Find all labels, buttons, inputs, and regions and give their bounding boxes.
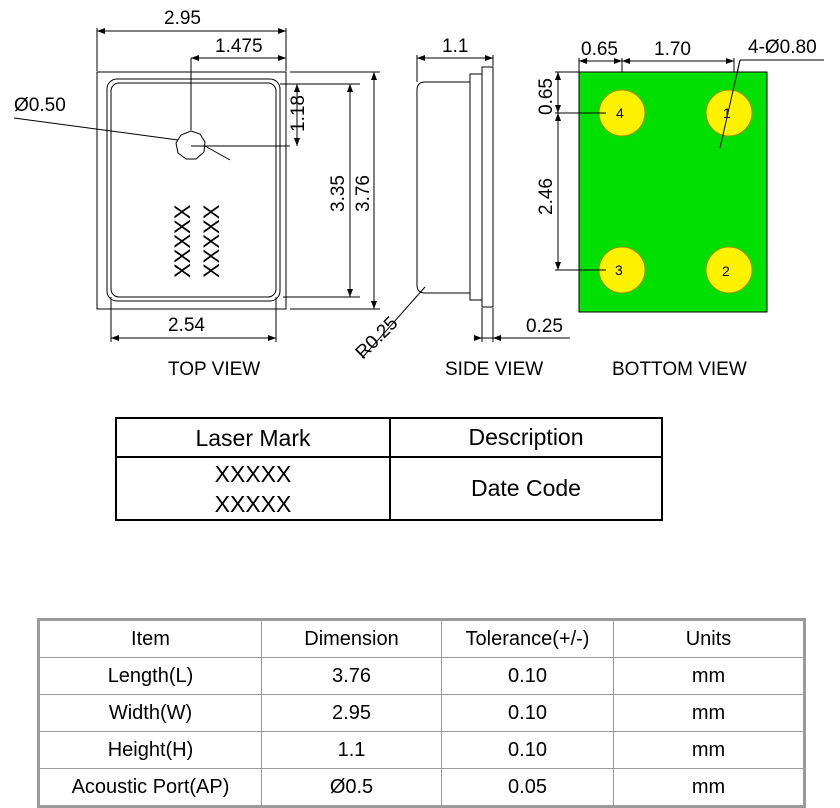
- laser-mark-cell: XXXXX XXXXX: [115, 456, 391, 521]
- dim-pad-offset: 0.65: [581, 39, 618, 60]
- spec-cell: mm: [613, 657, 806, 695]
- side-view-label: SIDE VIEW: [445, 359, 543, 380]
- pad-1-label: 1: [723, 105, 731, 121]
- dim-pad-pitch-x: 1.70: [654, 39, 691, 60]
- description-header: Description: [389, 417, 663, 458]
- dim-length: 3.76: [353, 175, 374, 212]
- spec-cell: 2.95: [261, 694, 442, 732]
- laser-mark-line-1: XXXXX: [214, 460, 292, 487]
- dim-pad-diameter: 4-Ø0.80: [748, 37, 817, 58]
- spec-cell: Ø0.5: [261, 768, 442, 808]
- dim-pad-offset-y: 0.65: [536, 78, 557, 115]
- dim-port-offset: 1.475: [215, 36, 263, 57]
- spec-cell: 3.76: [261, 657, 442, 695]
- spec-cell: mm: [613, 768, 806, 808]
- spec-cell: Acoustic Port(AP): [37, 768, 262, 808]
- pad-4-label: 4: [616, 105, 624, 121]
- spec-cell: 0.10: [441, 731, 614, 769]
- spec-cell: Length(L): [37, 657, 262, 695]
- dim-radius: R0.25: [352, 313, 403, 364]
- bottom-view-label: BOTTOM VIEW: [612, 359, 747, 380]
- dim-port-diameter: Ø0.50: [14, 95, 66, 116]
- spec-cell: mm: [613, 694, 806, 732]
- pad-1: [705, 89, 753, 137]
- table-row: Acoustic Port(AP) Ø0.5 0.05 mm: [37, 768, 806, 808]
- laser-mark-line-2: XXXXX: [214, 490, 292, 517]
- spec-cell: 0.10: [441, 694, 614, 732]
- mechanical-drawing: 1 2 3 4 2.95 1.475 Ø0.50 1.18 3.35 3.76 …: [13, 8, 824, 380]
- pad-2-label: 2: [722, 263, 730, 279]
- spec-cell: 1.1: [261, 731, 442, 769]
- spec-cell: 0.10: [441, 657, 614, 695]
- spec-header-row: Item Dimension Tolerance(+/-) Units: [37, 618, 806, 658]
- dim-base: 0.25: [526, 316, 563, 337]
- side-view-outline: [416, 66, 494, 308]
- top-mark-line-1: XXXXX: [170, 204, 195, 278]
- dim-inner-length: 3.35: [328, 175, 349, 212]
- spec-cell: mm: [613, 731, 806, 769]
- dimension-spec-table: Item Dimension Tolerance(+/-) Units Leng…: [37, 618, 806, 808]
- spec-header-units: Units: [613, 618, 806, 658]
- dim-width: 2.95: [164, 8, 201, 29]
- dimension-arrows: [97, 28, 734, 341]
- dim-pad-pitch-y: 2.46: [536, 178, 557, 215]
- dim-port-from-top: 1.18: [288, 95, 309, 132]
- table-row: Height(H) 1.1 0.10 mm: [37, 731, 806, 769]
- pad-2: [705, 246, 753, 294]
- spec-header-dimension: Dimension: [261, 618, 442, 658]
- spec-cell: Width(W): [37, 694, 262, 732]
- dim-height: 1.1: [442, 36, 468, 57]
- table-row: Width(W) 2.95 0.10 mm: [37, 694, 806, 732]
- spec-cell: Height(H): [37, 731, 262, 769]
- top-mark-line-2: XXXXX: [199, 204, 224, 278]
- table-row: Length(L) 3.76 0.10 mm: [37, 657, 806, 695]
- dim-inner-width: 2.54: [168, 315, 205, 336]
- description-cell: Date Code: [389, 456, 663, 521]
- top-view-label: TOP VIEW: [168, 359, 260, 380]
- spec-header-tolerance: Tolerance(+/-): [441, 618, 614, 658]
- pad-3-label: 3: [615, 262, 623, 278]
- laser-mark-header: Laser Mark: [115, 417, 391, 458]
- acoustic-port-icon: [175, 130, 206, 160]
- laser-mark-table: Laser Mark Description XXXXX XXXXX Date …: [115, 417, 663, 521]
- spec-header-item: Item: [37, 618, 262, 658]
- spec-cell: 0.05: [441, 768, 614, 808]
